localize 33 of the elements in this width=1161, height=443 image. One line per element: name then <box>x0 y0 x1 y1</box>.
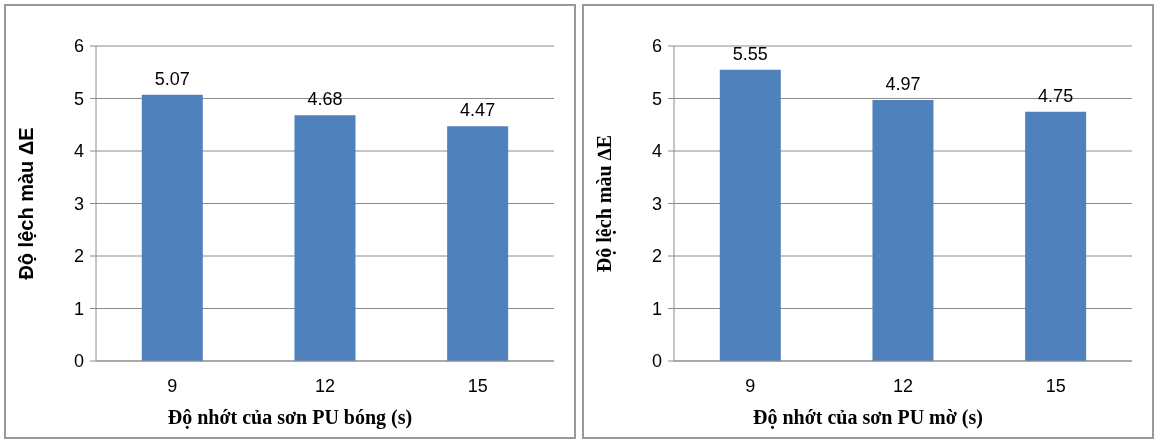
x-tick-label: 12 <box>892 375 914 396</box>
y-axis-title: Độ lệch màu ∆E <box>593 134 617 273</box>
x-tick-label: 15 <box>467 375 488 396</box>
bar <box>1025 111 1087 361</box>
y-tick-label: 3 <box>651 193 662 214</box>
y-tick-label: 4 <box>651 141 662 162</box>
y-tick-label: 2 <box>73 246 84 267</box>
y-tick-label: 3 <box>73 193 84 214</box>
y-tick-label: 5 <box>651 88 662 109</box>
x-tick-label: 15 <box>1045 375 1066 396</box>
x-axis-title: Độ nhớt của sơn PU mờ (s) <box>752 406 984 429</box>
y-tick-label: 4 <box>73 141 84 162</box>
y-tick-label: 1 <box>73 298 84 319</box>
y-tick-label: 6 <box>73 36 84 57</box>
y-tick-label: 2 <box>651 246 662 267</box>
data-label: 5.07 <box>154 68 190 89</box>
x-tick-label: 9 <box>745 375 756 396</box>
data-label: 4.97 <box>885 74 921 95</box>
x-tick-label: 12 <box>314 375 336 396</box>
bar <box>872 100 934 361</box>
x-tick-label: 9 <box>167 375 178 396</box>
data-label: 4.47 <box>460 100 496 121</box>
data-label: 5.55 <box>732 43 768 64</box>
y-axis-title: Độ lệch màu ΔE <box>15 127 38 280</box>
data-label: 4.75 <box>1038 85 1074 106</box>
y-tick-label: 0 <box>651 351 662 372</box>
x-axis-title: Độ nhớt của sơn PU bóng (s) <box>166 406 414 429</box>
y-tick-label: 0 <box>73 351 84 372</box>
bar <box>719 69 781 361</box>
y-tick-label: 6 <box>651 36 662 57</box>
data-label: 4.68 <box>307 89 343 110</box>
y-tick-label: 5 <box>73 88 84 109</box>
y-tick-label: 1 <box>651 298 662 319</box>
